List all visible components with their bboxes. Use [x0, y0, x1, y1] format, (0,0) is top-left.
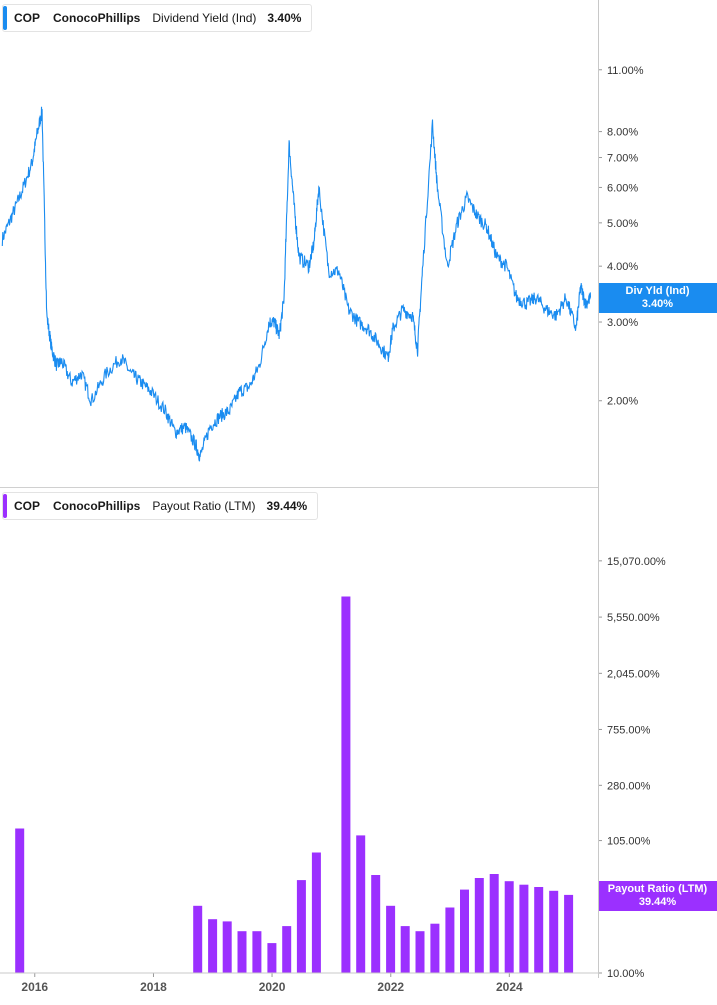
payout-bar [208, 919, 218, 973]
y-tick-label: 755.00% [607, 724, 651, 736]
payout-bar [489, 874, 499, 973]
y-tick-label: 15,070.00% [607, 556, 666, 568]
dividend-yield-line [1, 106, 592, 462]
payout-bar [252, 931, 262, 973]
panel-divider [0, 487, 598, 488]
payout-bar [445, 907, 455, 973]
payout-bar [15, 828, 25, 973]
payout-ratio-panel: 15,070.00% 5,550.00% 2,045.00% 755.00% 280.0… [0, 488, 717, 994]
y-tick-label: 2.00% [607, 396, 638, 408]
flag-value: 39.44% [638, 895, 677, 908]
payout-bar [386, 905, 396, 973]
y-tick-label: 4.00% [607, 261, 638, 273]
y-tick-label: 7.00% [607, 153, 638, 165]
payout-ratio-price-flag: Payout Ratio (LTM) 39.44% [598, 880, 717, 911]
payout-bar [311, 852, 321, 973]
y-tick-label: 8.00% [607, 127, 638, 139]
payout-ratio-chart: 15,070.00% 5,550.00% 2,045.00% 755.00% 280.0… [0, 556, 666, 994]
y-tick-label: 5.00% [607, 218, 638, 230]
payout-ratio-legend[interactable]: COP ConocoPhillips Payout Ratio (LTM) 39… [2, 492, 319, 520]
payout-bar [504, 881, 514, 973]
y-tick-label: 105.00% [607, 836, 651, 848]
legend-company: ConocoPhillips [53, 499, 141, 513]
flag-label: Payout Ratio (LTM) [607, 882, 708, 895]
payout-bar [549, 890, 559, 973]
legend-metric: Payout Ratio (LTM) [152, 499, 256, 513]
x-tick-label: 2018 [140, 980, 167, 994]
y-axis-line [598, 0, 599, 978]
legend-metric: Dividend Yield (Ind) [152, 11, 257, 25]
payout-bar [296, 880, 306, 973]
payout-bar [193, 905, 203, 973]
x-tick-label: 2020 [259, 980, 286, 994]
payout-bar [356, 835, 366, 973]
payout-legend-swatch [3, 494, 7, 518]
dividend-yield-price-flag: Div Yld (Ind) 3.40% [598, 282, 717, 313]
payout-bar [415, 931, 425, 973]
legend-value: 39.44% [266, 499, 308, 513]
payout-bar [371, 875, 381, 973]
x-tick-label: 2016 [21, 980, 48, 994]
y-tick-label: 3.00% [607, 317, 638, 329]
payout-bar [267, 943, 277, 973]
flag-label: Div Yld (Ind) [625, 284, 690, 297]
y-tick-label: 11.00% [607, 65, 644, 77]
payout-bar [282, 926, 292, 973]
legend-company: ConocoPhillips [53, 11, 141, 25]
y-tick-label: 6.00% [607, 182, 638, 194]
payout-bar [341, 596, 351, 973]
payout-bar [222, 921, 232, 973]
payout-bar [460, 889, 469, 973]
payout-bar [237, 931, 247, 973]
x-tick-label: 2022 [377, 980, 404, 994]
legend-ticker: COP [14, 11, 41, 25]
payout-bar [534, 887, 544, 973]
legend-value: 3.40% [267, 11, 302, 25]
flag-value: 3.40% [641, 297, 674, 310]
dividend-yield-panel: 11.00% 8.00% 7.00% 6.00% 5.00% 4.00% 3.00% 2.00… [0, 0, 717, 488]
x-tick-label: 2024 [496, 980, 523, 994]
y-tick-label: 280.00% [607, 780, 651, 792]
y-tick-label: 10.00% [607, 968, 645, 980]
payout-bar [400, 926, 410, 973]
payout-bar [564, 894, 574, 973]
legend-ticker: COP [14, 499, 41, 513]
y-tick-label: 5,550.00% [607, 612, 660, 624]
dividend-yield-legend[interactable]: COP ConocoPhillips Dividend Yield (Ind) … [2, 4, 313, 32]
payout-bar [474, 878, 484, 973]
payout-bar [430, 923, 440, 973]
y-tick-label: 2,045.00% [607, 668, 660, 680]
dividend-yield-chart: 11.00% 8.00% 7.00% 6.00% 5.00% 4.00% 3.00% 2.00… [1, 65, 644, 462]
payout-bar [519, 884, 529, 973]
dividend-legend-swatch [3, 6, 7, 30]
